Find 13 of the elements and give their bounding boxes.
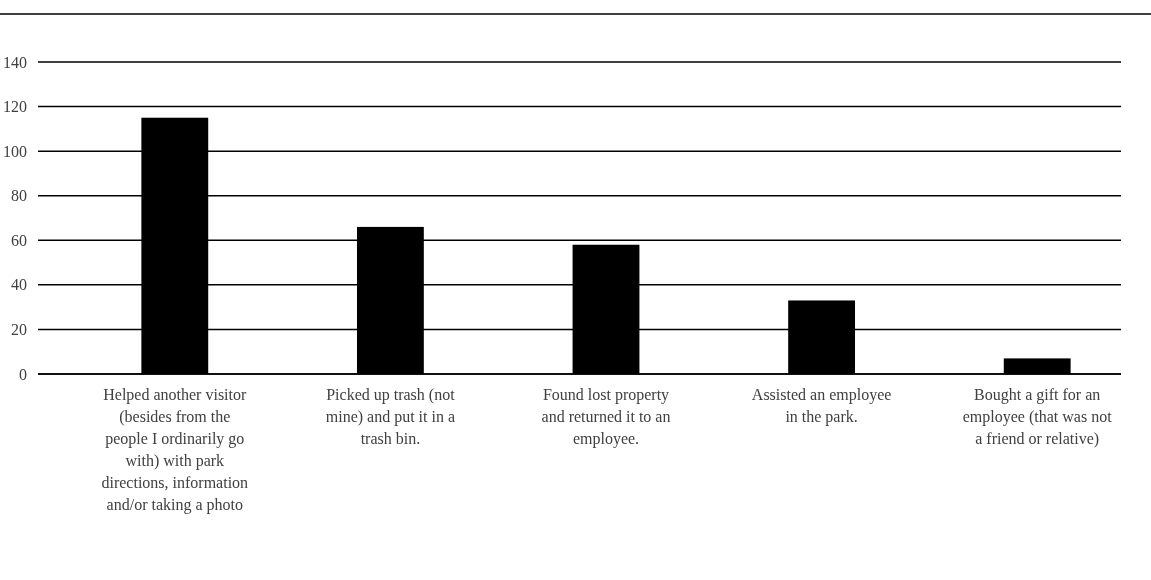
y-tick-label: 0 [19,365,27,383]
y-tick-label: 60 [11,231,27,249]
y-tick-label: 140 [3,53,27,71]
y-tick-label: 20 [11,321,27,339]
y-tick-label: 100 [3,142,27,160]
x-tick-label: Helped another visitor (besides from the people I ordinarily go with) with park directions, information and/or taking a photo [101,386,249,514]
x-tick-label: Bought a gift for an employee (that was not a friend or relative) [962,386,1113,448]
y-tick-label: 40 [11,276,27,294]
x-tick-label: Picked up trash (not mine) and put it in a trash bin. [325,386,456,447]
y-tick-label: 80 [11,187,27,205]
x-tick-label: Found lost property and returned it to an employee. [541,386,671,448]
y-tick-label: 120 [3,98,27,116]
x-tick-label: Assisted an employee in the park. [751,386,892,426]
